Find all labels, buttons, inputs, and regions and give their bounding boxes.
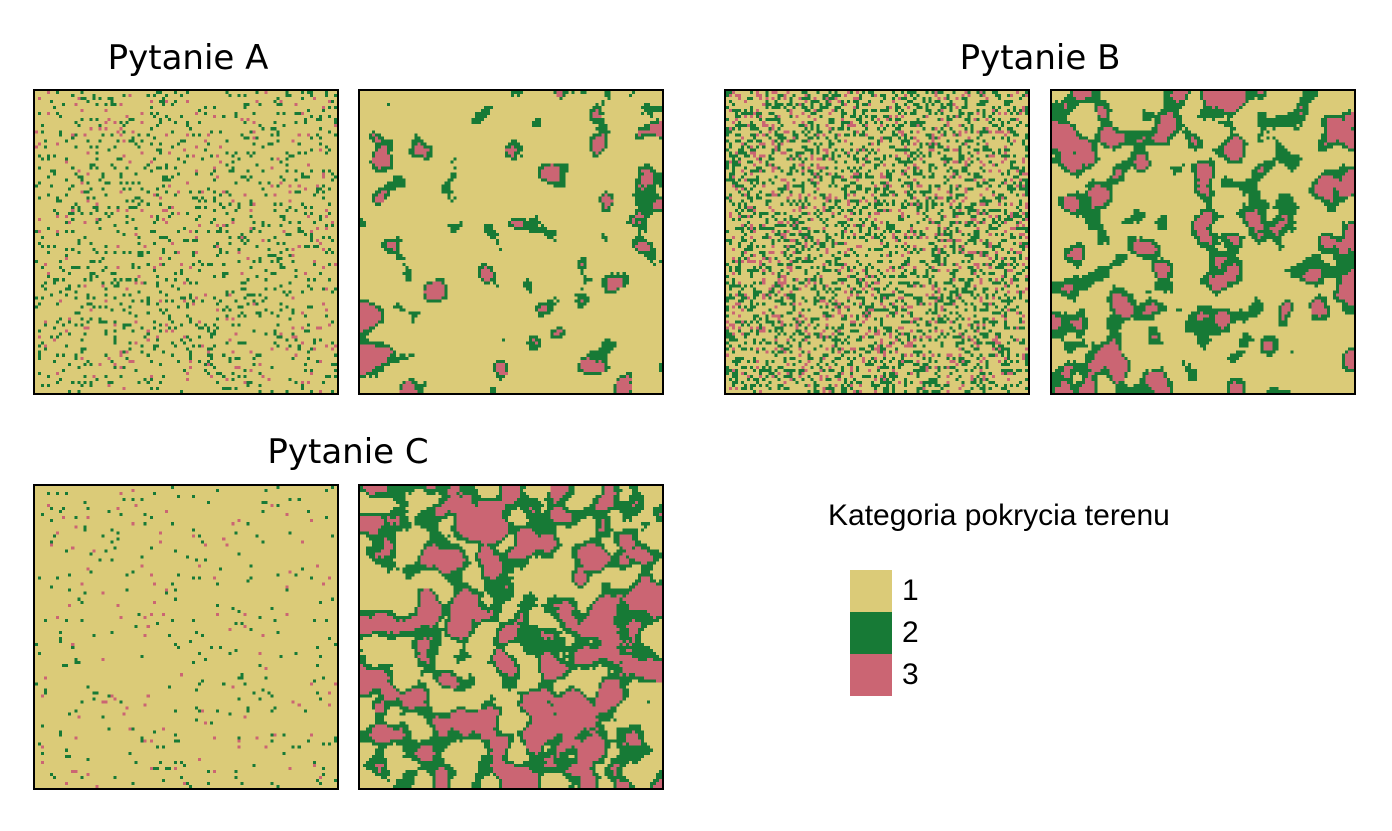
map-c-left [33,484,339,790]
panel-title-a: Pytanie A [107,38,269,78]
panel-title-b: Pytanie B [959,38,1121,78]
legend-label-3: 3 [902,658,919,691]
legend-swatch-3 [850,654,892,696]
map-c-right [358,484,664,790]
legend-swatch-1 [850,570,892,612]
map-a-right [358,89,664,395]
map-a-left [33,89,339,395]
map-b-left [724,89,1030,395]
map-b-right [1050,89,1356,395]
legend-swatch-2 [850,612,892,654]
legend-title: Kategoria pokrycia terenu [828,499,1170,532]
legend-label-2: 2 [902,616,919,649]
panel-title-c: Pytanie C [267,432,429,472]
legend-label-1: 1 [902,574,919,607]
